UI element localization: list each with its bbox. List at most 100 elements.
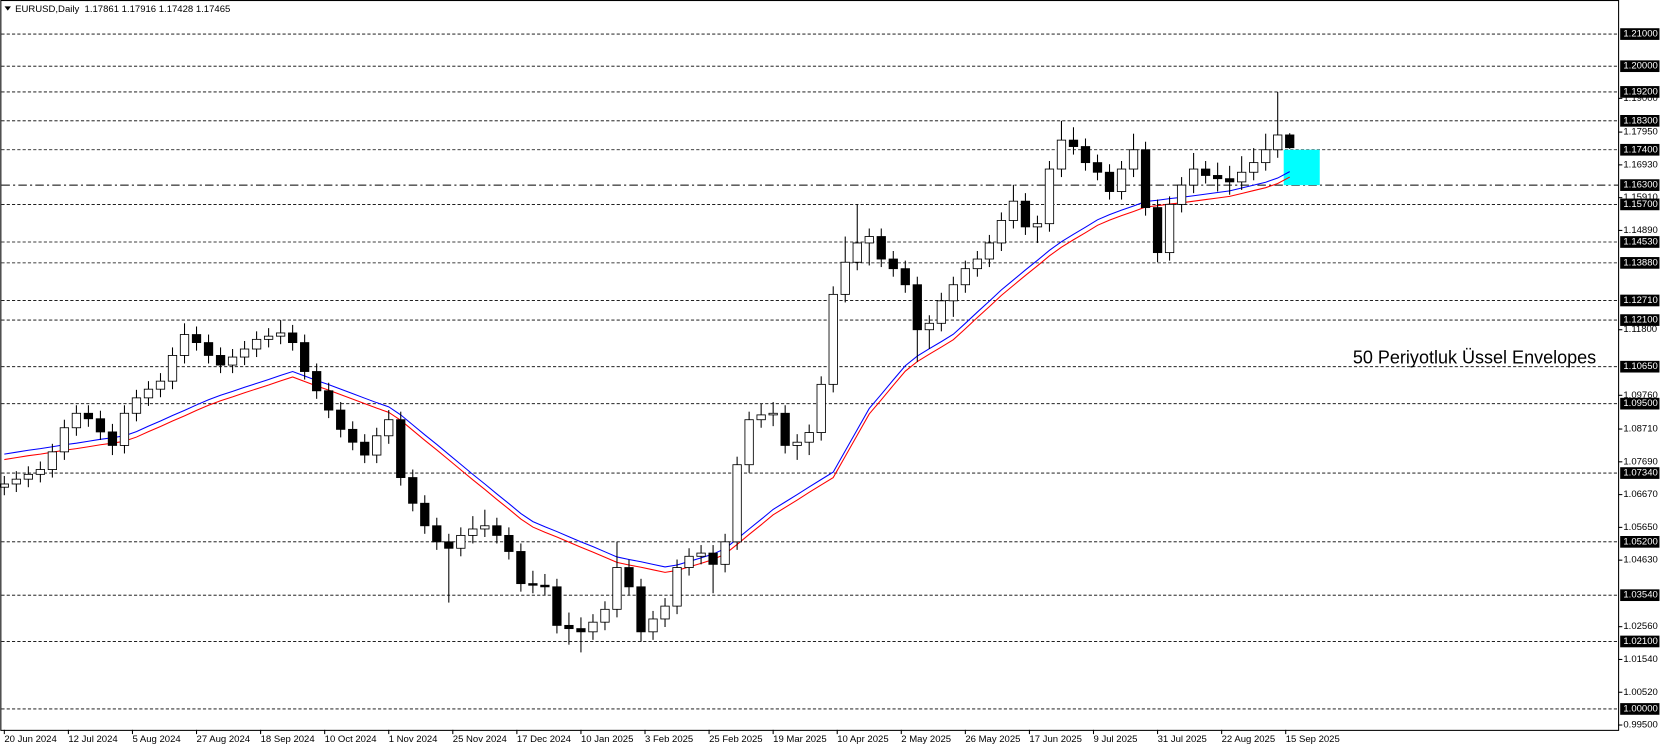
level-label-box: [1620, 143, 1660, 156]
candle-body: [444, 541, 454, 549]
candle-body: [732, 464, 742, 543]
level-label-box: [1620, 294, 1660, 307]
candle-body: [143, 388, 154, 399]
candle-body: [612, 567, 622, 610]
candle-body: [396, 419, 406, 478]
level-label-box: [1620, 115, 1660, 127]
candle-body: [420, 502, 430, 527]
candle-body: [828, 293, 838, 385]
candle-body: [756, 414, 766, 421]
candle-body: [1261, 149, 1271, 164]
candle-body: [912, 284, 922, 331]
y-tick-label: 1.00520: [1623, 687, 1657, 698]
candle-body: [1008, 200, 1019, 221]
level-label-box: [1620, 60, 1660, 73]
y-tick-label: 1.19000: [1623, 93, 1657, 104]
level-label: 1.03540: [1623, 590, 1657, 601]
candle-body: [384, 419, 394, 437]
candle-body: [948, 284, 958, 302]
x-tick-label: 9 Jul 2025: [1094, 734, 1138, 745]
candle-body: [1200, 168, 1211, 176]
y-tick-label: 1.15910: [1623, 192, 1657, 203]
envelope-line: [4, 171, 1290, 568]
candle-body: [792, 441, 802, 446]
candle-body: [288, 332, 298, 344]
level-label-box: [1620, 467, 1660, 479]
y-tick-label: 1.02560: [1623, 621, 1657, 632]
candle-body: [768, 412, 778, 416]
level-label-box: [1620, 198, 1660, 211]
candle-body: [191, 334, 202, 344]
x-tick-label: 2 May 2025: [901, 734, 951, 745]
y-tick-label: 1.01540: [1623, 654, 1657, 665]
x-tick-label: 15 Sep 2025: [1286, 734, 1340, 745]
level-label: 1.12100: [1623, 315, 1657, 326]
candle-body: [83, 412, 94, 420]
y-tick-label: 1.04630: [1623, 555, 1657, 566]
candle-body: [215, 355, 226, 366]
candle-body: [936, 300, 946, 324]
candle-body: [1285, 134, 1295, 149]
candle-body: [1176, 184, 1187, 205]
level-label-box: [1620, 314, 1660, 326]
candle-body: [984, 242, 995, 260]
level-label: 1.18300: [1623, 115, 1657, 126]
level-label-box: [1620, 360, 1660, 373]
level-label-box: [1620, 589, 1660, 602]
candle-body: [1104, 171, 1115, 192]
candle-body: [480, 525, 490, 530]
candle-body: [600, 608, 610, 623]
candle-body: [816, 383, 826, 433]
candle-body: [300, 342, 310, 372]
x-tick-label: 19 Mar 2025: [773, 734, 827, 745]
candle-body: [1068, 139, 1079, 147]
candle-body: [588, 621, 598, 633]
y-tick-label: 1.07690: [1623, 456, 1657, 467]
menu-triangle[interactable]: [4, 6, 11, 11]
candle-body: [1237, 171, 1247, 183]
candle-body: [528, 583, 538, 586]
plot-area: [0, 33, 1619, 710]
candle-body: [119, 412, 130, 446]
x-tick-label: 5 Aug 2024: [132, 734, 181, 745]
level-label: 1.15700: [1623, 199, 1657, 210]
candle-body: [900, 268, 910, 286]
y-tick-label: 1.05650: [1623, 522, 1657, 533]
candle-body: [660, 605, 670, 620]
candle-body: [324, 390, 334, 411]
candle-body: [408, 477, 418, 504]
candle-body: [468, 528, 478, 536]
level-label: 1.14530: [1623, 237, 1657, 248]
candle-body: [1273, 134, 1283, 151]
candle-body: [804, 432, 814, 443]
candle-body: [708, 552, 718, 565]
x-tick-label: 10 Oct 2024: [325, 734, 378, 745]
candle-body: [840, 261, 850, 295]
candle-body: [372, 435, 382, 456]
level-label: 1.13880: [1623, 257, 1657, 268]
candle-body: [636, 586, 646, 633]
level-label: 1.02100: [1623, 636, 1657, 647]
x-tick-label: 26 May 2025: [965, 734, 1020, 745]
candle-body: [203, 342, 214, 356]
x-tick-label: 25 Nov 2024: [453, 734, 508, 745]
level-label-box: [1620, 86, 1660, 98]
level-label: 1.00000: [1623, 703, 1657, 714]
candle-body: [71, 412, 82, 429]
candle-body: [624, 567, 634, 588]
candle-body: [1188, 168, 1199, 186]
candle-body: [876, 236, 886, 260]
candle-body: [888, 258, 898, 270]
level-label: 1.10650: [1623, 361, 1657, 372]
level-label: 1.05200: [1623, 536, 1657, 547]
candle-body: [1213, 175, 1223, 180]
candle-body: [348, 428, 358, 443]
level-label: 1.21000: [1623, 29, 1657, 40]
candle-body: [1092, 162, 1103, 173]
x-tick-label: 17 Dec 2024: [517, 734, 572, 745]
x-tick-label: 12 Jul 2024: [68, 734, 118, 745]
level-label: 1.16300: [1623, 180, 1657, 191]
x-tick-label: 10 Jan 2025: [581, 734, 633, 745]
